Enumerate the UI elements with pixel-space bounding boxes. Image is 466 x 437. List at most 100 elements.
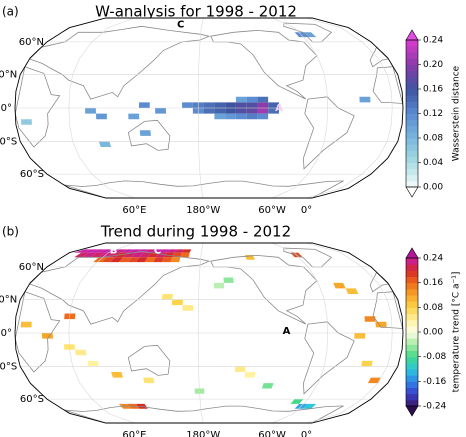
grid-line: [68, 243, 135, 423]
colorbar-segment: [406, 387, 418, 395]
colorbar-segment: [406, 125, 418, 133]
cell: [364, 316, 376, 322]
colorbar-segment: [406, 107, 418, 114]
coastline: [372, 66, 403, 104]
colorbar-tick-label: 0.24: [423, 254, 443, 264]
cell: [21, 119, 32, 125]
y-tick-label: 60°S: [20, 169, 44, 180]
y-tick-label: 30°N: [0, 70, 17, 81]
cell: [257, 102, 269, 108]
cell: [214, 102, 226, 108]
colorbar-segment: [406, 113, 418, 121]
cell: [244, 372, 256, 378]
cell: [127, 249, 142, 253]
colorbar-segment: [406, 282, 418, 290]
chart-title: W-analysis for 1998 - 2012: [95, 3, 297, 21]
cell: [367, 377, 381, 384]
coastline: [15, 291, 61, 373]
colorbar-segment: [406, 325, 418, 333]
colorbar-segment: [406, 64, 418, 72]
cell: [96, 249, 114, 253]
cell: [268, 102, 280, 108]
colorbar-segment: [406, 180, 418, 188]
cell: [235, 102, 247, 108]
x-tick-label: 0°: [301, 205, 312, 216]
grid-line: [271, 18, 328, 198]
cell: [246, 102, 258, 108]
cell: [225, 108, 236, 114]
x-tick-label: 0°: [301, 430, 312, 437]
cell: [182, 305, 194, 311]
cell: [87, 360, 99, 367]
cell: [223, 277, 234, 283]
cell: [96, 113, 107, 120]
cell: [302, 32, 317, 38]
cell: [143, 377, 155, 384]
x-tick-label: 60°E: [122, 205, 146, 216]
colorbar-label: Wasserstein distance: [452, 65, 462, 161]
map-area: [15, 243, 403, 423]
annotation: A: [283, 326, 291, 337]
cell: [110, 257, 124, 263]
colorbar-segment: [406, 52, 418, 59]
cell: [203, 102, 215, 108]
colorbar-segment: [406, 393, 418, 401]
cell: [214, 113, 226, 120]
coastline: [210, 254, 318, 325]
cell: [153, 257, 165, 263]
coastline: [283, 247, 333, 268]
cell: [225, 102, 236, 108]
cell: [172, 299, 183, 306]
map-area: [15, 18, 403, 198]
colorbar-segment: [406, 70, 418, 78]
colorbar-tick-label: 0.16: [423, 278, 443, 288]
cell: [345, 288, 359, 294]
cell: [112, 249, 128, 253]
colorbar-tick-label: 0.00: [423, 183, 443, 193]
colorbar-tick-label: 0.20: [423, 60, 443, 70]
coastline: [283, 22, 333, 43]
cell: [98, 141, 112, 147]
map-border: [14, 242, 404, 424]
cell: [119, 249, 135, 253]
cell: [155, 108, 166, 114]
coastline: [302, 96, 355, 170]
colorbar-segment: [406, 381, 418, 388]
cell: [361, 360, 373, 367]
cell: [246, 113, 258, 120]
cell: [74, 349, 87, 356]
colorbar-segment: [406, 131, 418, 139]
cell: [164, 252, 175, 258]
colorbar-segment: [406, 344, 418, 351]
coastline: [210, 29, 318, 100]
colorbar-segment: [406, 58, 418, 65]
colorbar-segment: [406, 174, 418, 182]
cell: [261, 383, 274, 389]
x-tick-label: 60°W: [258, 205, 286, 216]
colorbar-tick-label: 0.04: [423, 158, 443, 168]
cell: [136, 257, 148, 263]
cell: [111, 372, 123, 378]
x-tick-label: 60°E: [122, 430, 146, 437]
y-tick-label: 30°S: [0, 136, 17, 147]
colorbar-segment: [406, 101, 418, 108]
grid-line: [68, 18, 135, 198]
colorbar-segment: [406, 332, 418, 339]
cell: [257, 113, 269, 120]
colorbar-segment: [406, 40, 418, 47]
colorbar-tick-label: 0.08: [423, 303, 443, 313]
cell: [166, 249, 178, 253]
cell: [333, 282, 346, 289]
cell: [150, 249, 163, 253]
cell: [138, 102, 150, 108]
y-tick-label: 60°S: [20, 394, 44, 405]
cell: [354, 333, 366, 339]
cell: [82, 252, 97, 258]
cell: [214, 108, 226, 114]
y-tick-label: 60°N: [19, 37, 44, 48]
grid-line: [197, 243, 204, 423]
grid-line: [306, 18, 393, 198]
colorbar-tick-label: 0.08: [423, 134, 443, 144]
y-tick-label: 30°N: [0, 295, 17, 306]
